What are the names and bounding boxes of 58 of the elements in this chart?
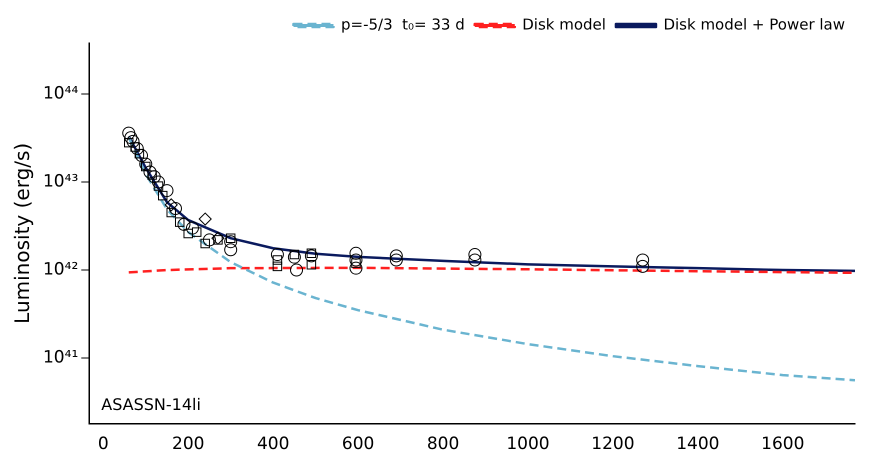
point — [468, 254, 482, 267]
x-tick-label: 1600 — [761, 434, 804, 454]
point — [636, 260, 650, 273]
point — [390, 254, 403, 267]
point — [158, 190, 168, 200]
point — [270, 248, 284, 262]
legend-label: Disk model + Power law — [663, 15, 845, 34]
point — [154, 181, 164, 191]
legend-label: p=-5/3 t₀= 33 d — [340, 15, 465, 34]
annotation: ASASSN-14li — [101, 394, 201, 414]
y-tick-label: 10⁴⁴ — [42, 83, 78, 104]
point — [139, 158, 152, 171]
point — [166, 208, 176, 218]
x-tick-label: 1000 — [506, 434, 550, 454]
legend-label: Disk model — [522, 15, 606, 34]
point — [349, 262, 362, 275]
point — [148, 170, 161, 184]
point — [636, 254, 650, 267]
point — [288, 250, 301, 264]
point — [168, 202, 182, 216]
point — [126, 134, 140, 148]
point — [290, 264, 304, 277]
point — [130, 142, 144, 156]
x-tick-label: 600 — [342, 434, 374, 454]
y-tick-label: 10⁴¹ — [42, 347, 78, 368]
point — [164, 198, 178, 212]
point — [349, 246, 362, 260]
x-tick-label: 0 — [98, 434, 109, 454]
point — [224, 243, 238, 256]
point — [468, 248, 482, 262]
point — [135, 149, 148, 162]
point — [390, 249, 403, 262]
point — [186, 222, 199, 235]
point — [198, 212, 212, 226]
point — [152, 176, 165, 189]
point — [183, 228, 193, 238]
point — [160, 184, 174, 198]
point — [122, 126, 136, 140]
point — [272, 262, 282, 272]
point — [304, 249, 318, 262]
y-tick-label: 10⁴² — [42, 259, 78, 280]
point — [143, 166, 156, 179]
point — [272, 255, 282, 265]
point — [211, 232, 224, 245]
point — [224, 235, 238, 248]
point — [177, 218, 190, 231]
x-tick-label: 200 — [172, 434, 204, 454]
point — [124, 131, 138, 144]
x-tick-label: 1200 — [591, 434, 635, 454]
y-tick-label: 10⁴³ — [42, 171, 78, 192]
x-tick-label: 400 — [256, 434, 290, 454]
point — [306, 260, 316, 270]
point — [351, 258, 361, 268]
x-tick-label: 800 — [426, 434, 460, 454]
y-axis-title: Luminosity (erg/s) — [10, 142, 34, 324]
point — [349, 254, 362, 267]
x-tick-label: 1400 — [676, 434, 720, 454]
point — [202, 233, 216, 246]
